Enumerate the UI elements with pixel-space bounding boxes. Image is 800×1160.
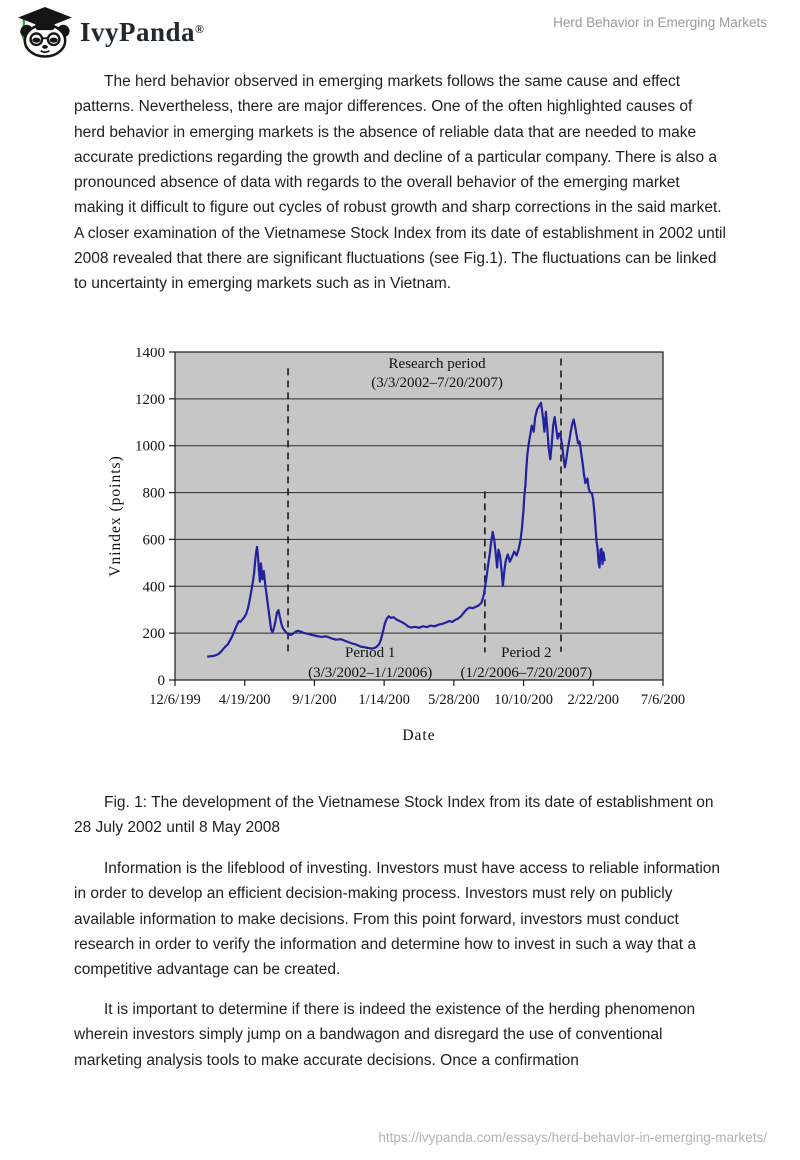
- y-tick-label: 0: [158, 673, 166, 689]
- y-tick-label: 800: [143, 486, 166, 502]
- x-tick-label: 12/6/199: [149, 692, 201, 708]
- period-2-label: Period 2: [501, 645, 551, 661]
- x-tick-label: 4/19/200: [219, 692, 271, 708]
- document-title: Herd Behavior in Emerging Markets: [553, 15, 767, 30]
- paragraph-1: The herd behavior observed in emerging m…: [74, 73, 726, 293]
- y-tick-label: 1200: [135, 392, 165, 408]
- x-tick-label: 2/22/200: [568, 692, 620, 708]
- vnindex-series-line: [207, 401, 606, 658]
- x-tick-label: 5/28/200: [428, 692, 480, 708]
- y-axis-title: Vnindex (points): [107, 455, 124, 576]
- y-tick-label: 200: [143, 626, 166, 642]
- period-1-label-range: (3/3/2002–1/1/2006): [308, 665, 432, 681]
- vnindex-chart: 0 200 400 600 800 1000 1200 1400 12/6/199 4/19/20…: [107, 345, 685, 744]
- paragraph-2: Information is the lifeblood of investin…: [74, 860, 721, 979]
- source-url[interactable]: https://ivypanda.com/essays/herd-behavio…: [378, 1130, 767, 1145]
- y-tick-label: 400: [143, 579, 166, 595]
- figure-1: 0 200 400 600 800 1000 1200 1400 12/6/199 4/19/20…: [100, 345, 700, 748]
- x-tick-label: 1/14/200: [358, 692, 410, 708]
- x-axis-title: Date: [402, 727, 435, 744]
- y-tick-label: 1400: [135, 348, 165, 361]
- research-period-label-range: (3/3/2002–7/20/2007): [371, 375, 503, 391]
- brand-name: IvyPanda®: [80, 16, 205, 47]
- x-tick-label: 9/1/200: [292, 692, 336, 708]
- figure-caption: Fig. 1: The development of the Vietnames…: [74, 794, 714, 837]
- research-period-label: Research period: [389, 356, 487, 372]
- paragraph-3: It is important to determine if there is…: [74, 1001, 696, 1069]
- panda-graduate-icon: [18, 6, 72, 58]
- plot-area: [174, 351, 664, 681]
- y-tick-label: 1000: [135, 439, 165, 455]
- registered-mark: ®: [195, 21, 205, 36]
- ivypanda-logo[interactable]: IvyPanda®: [14, 6, 205, 58]
- y-tick-label: 600: [143, 532, 166, 548]
- period-1-label: Period 1: [345, 645, 395, 661]
- period-2-label-range: (1/2/2006–7/20/2007): [461, 665, 593, 681]
- x-tick-label: 7/6/200: [641, 692, 685, 708]
- x-tick-label: 10/10/200: [494, 692, 553, 708]
